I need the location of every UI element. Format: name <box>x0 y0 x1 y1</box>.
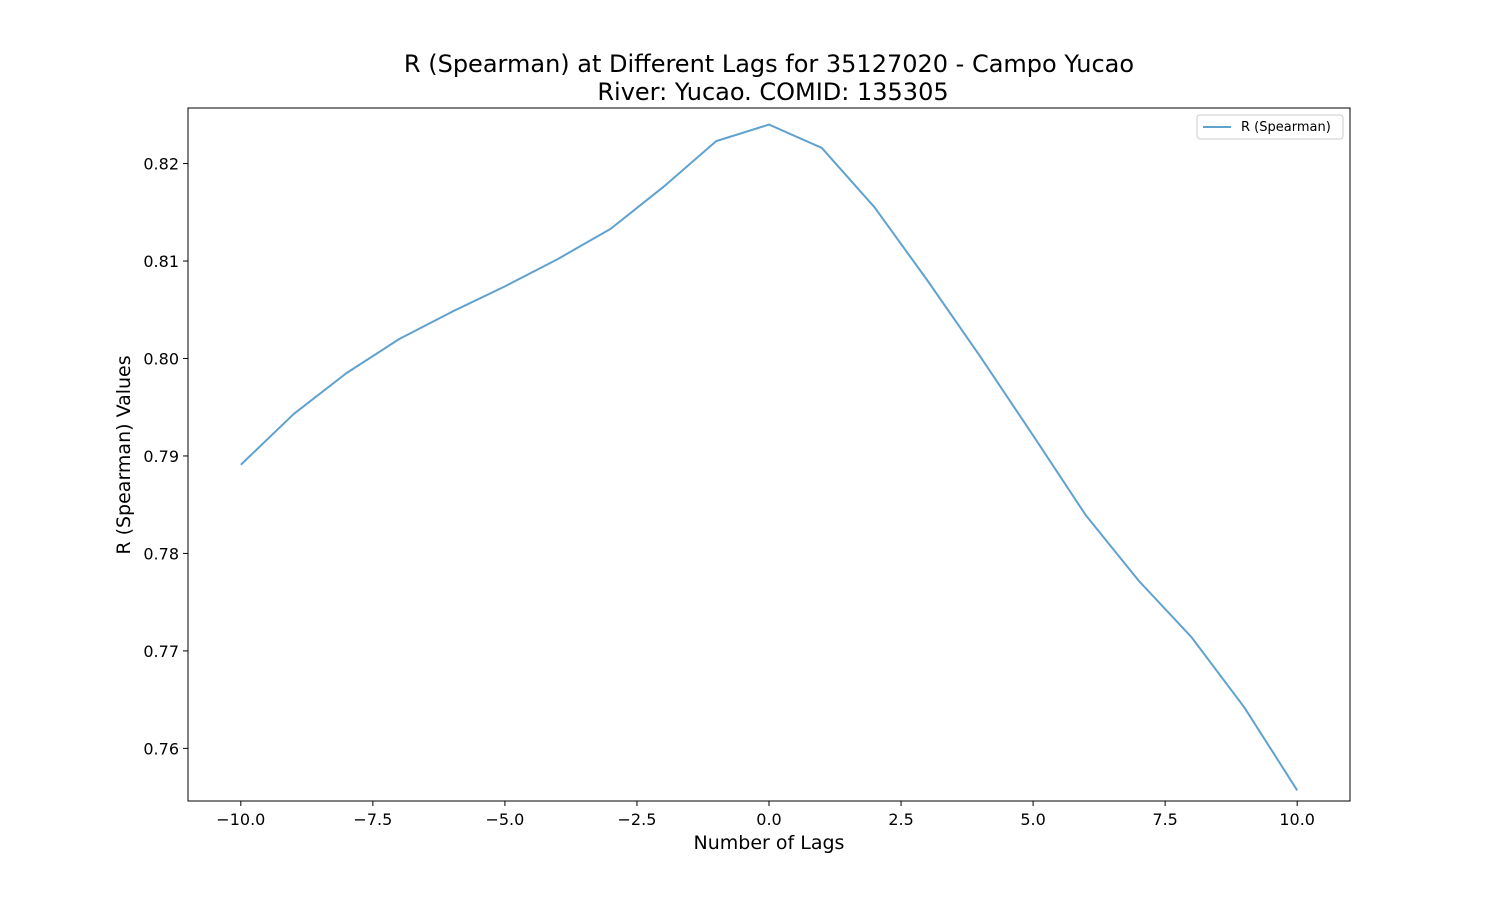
data-point <box>926 280 928 282</box>
data-point <box>557 258 559 260</box>
y-tick-label: 0.81 <box>143 252 179 271</box>
x-tick-label: 10.0 <box>1279 810 1315 829</box>
data-point <box>451 311 453 313</box>
y-tick-label: 0.80 <box>143 349 179 368</box>
x-tick-label: −5.0 <box>485 810 524 829</box>
series-line <box>240 123 1299 791</box>
y-tick-label: 0.76 <box>143 739 179 758</box>
data-point <box>715 140 717 142</box>
data-point <box>504 285 506 287</box>
data-point <box>1085 514 1087 516</box>
data-point <box>345 372 347 374</box>
y-axis-label: R (Spearman) Values <box>113 355 135 554</box>
y-tick-label: 0.82 <box>143 155 179 174</box>
data-point <box>979 356 981 358</box>
y-axis: 0.76 0.77 0.78 0.79 0.80 0.81 0.82 <box>143 155 188 758</box>
data-point <box>398 338 400 340</box>
y-tick-label: 0.79 <box>143 447 179 466</box>
legend: R (Spearman) <box>1196 114 1344 140</box>
y-tick-label: 0.77 <box>143 642 179 661</box>
x-tick-label: 0.0 <box>756 810 781 829</box>
x-tick-label: −7.5 <box>353 810 392 829</box>
legend-box <box>1196 114 1344 140</box>
y-tick-label: 0.78 <box>143 544 179 563</box>
x-tick-label: −2.5 <box>618 810 657 829</box>
x-axis: −10.0 −7.5 −5.0 −2.5 0.0 2.5 5.0 7.5 10.0 <box>216 801 1315 829</box>
data-point <box>1032 434 1034 436</box>
data-point <box>874 206 876 208</box>
data-point <box>1296 789 1298 791</box>
data-point <box>1138 580 1140 582</box>
series-lines <box>240 123 1299 791</box>
x-tick-label: 5.0 <box>1020 810 1045 829</box>
chart-title: R (Spearman) at Different Lags for 35127… <box>404 50 1134 78</box>
data-point <box>293 413 295 415</box>
x-tick-label: −10.0 <box>216 810 265 829</box>
data-point <box>1191 636 1193 638</box>
data-point <box>768 124 770 126</box>
chart-subtitle: River: Yucao. COMID: 135305 <box>597 78 948 106</box>
data-point <box>610 228 612 230</box>
data-point <box>240 464 242 466</box>
x-tick-label: 2.5 <box>888 810 913 829</box>
x-tick-label: 7.5 <box>1152 810 1177 829</box>
x-axis-label: Number of Lags <box>694 832 845 854</box>
data-point <box>821 147 823 149</box>
data-point <box>662 186 664 188</box>
data-point <box>1243 706 1245 708</box>
legend-label: R (Spearman) <box>1241 120 1331 135</box>
